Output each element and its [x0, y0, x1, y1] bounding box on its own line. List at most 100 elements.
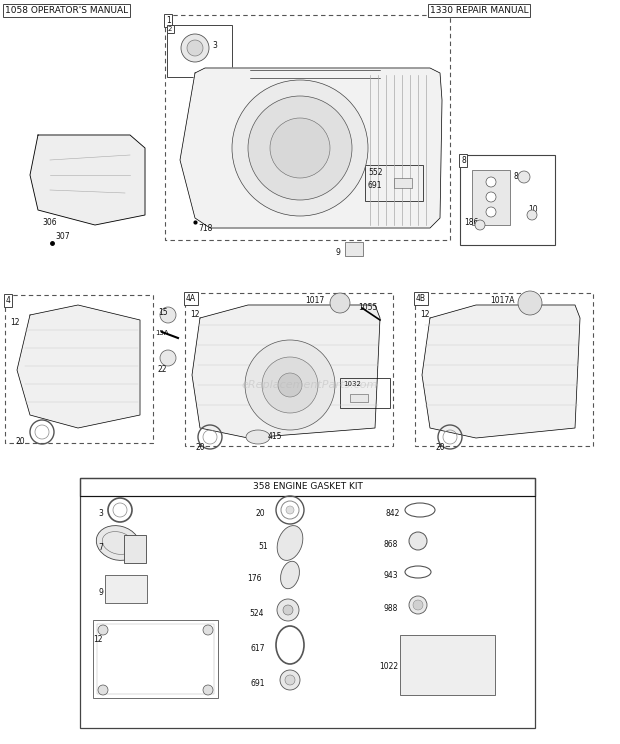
Text: 868: 868: [384, 540, 398, 549]
Bar: [124, 535, 146, 563]
Circle shape: [203, 625, 213, 635]
Bar: [345, 242, 363, 256]
Circle shape: [98, 685, 108, 695]
Circle shape: [486, 177, 496, 187]
Circle shape: [181, 34, 209, 62]
Text: 12: 12: [10, 318, 19, 327]
Text: 1032: 1032: [343, 381, 361, 387]
Text: 306: 306: [42, 218, 56, 227]
Circle shape: [409, 596, 427, 614]
Text: 7: 7: [98, 543, 103, 552]
Circle shape: [98, 625, 108, 635]
Text: 84: 84: [514, 172, 524, 181]
Circle shape: [475, 220, 485, 230]
Bar: [167, 25, 232, 77]
Text: 988: 988: [384, 604, 398, 613]
Circle shape: [277, 599, 299, 621]
Bar: [394, 178, 412, 188]
Text: 20: 20: [15, 437, 25, 446]
Bar: [185, 293, 393, 446]
Bar: [365, 165, 423, 201]
Bar: [105, 575, 147, 603]
Circle shape: [527, 210, 537, 220]
Circle shape: [518, 171, 530, 183]
Circle shape: [232, 80, 368, 216]
Ellipse shape: [246, 430, 270, 444]
Text: 20: 20: [436, 443, 446, 452]
Text: 15: 15: [158, 308, 167, 317]
Bar: [415, 293, 593, 446]
Text: 718: 718: [198, 224, 213, 233]
Text: 617: 617: [250, 644, 265, 653]
Text: 842: 842: [386, 509, 400, 518]
Circle shape: [285, 675, 295, 685]
Text: 4A: 4A: [186, 294, 196, 303]
Circle shape: [262, 357, 318, 413]
Circle shape: [286, 506, 294, 514]
Circle shape: [413, 600, 423, 610]
Text: 1055: 1055: [358, 303, 378, 312]
Ellipse shape: [277, 525, 303, 560]
Circle shape: [203, 685, 213, 695]
Text: 691: 691: [368, 181, 383, 190]
Text: 15A: 15A: [155, 330, 169, 336]
Circle shape: [409, 532, 427, 550]
Bar: [97, 624, 214, 694]
Text: 10: 10: [528, 205, 538, 214]
Text: 12: 12: [94, 635, 103, 644]
Text: 186: 186: [464, 218, 479, 227]
Text: 4: 4: [6, 296, 11, 305]
Ellipse shape: [96, 525, 140, 560]
Circle shape: [187, 40, 203, 56]
Text: 9: 9: [335, 248, 340, 257]
Circle shape: [280, 670, 300, 690]
Text: 20: 20: [255, 509, 265, 518]
Text: eReplacementParts.com: eReplacementParts.com: [242, 380, 378, 390]
Text: 8: 8: [461, 156, 466, 165]
Text: 307: 307: [55, 232, 69, 241]
Bar: [400, 635, 495, 695]
Text: 176: 176: [247, 574, 262, 583]
Circle shape: [160, 307, 176, 323]
Polygon shape: [30, 135, 145, 225]
Text: 2: 2: [168, 26, 172, 32]
Text: 1058 OPERATOR'S MANUAL: 1058 OPERATOR'S MANUAL: [5, 6, 128, 15]
Text: 1: 1: [166, 16, 170, 25]
Text: 943: 943: [383, 571, 398, 580]
Bar: [93, 620, 218, 698]
Bar: [165, 15, 450, 240]
Polygon shape: [422, 305, 580, 438]
Text: 3: 3: [212, 41, 217, 50]
Text: 9: 9: [98, 588, 103, 597]
Circle shape: [270, 118, 330, 178]
Polygon shape: [17, 305, 140, 428]
Text: 4B: 4B: [416, 294, 426, 303]
Text: 51: 51: [259, 542, 268, 551]
Circle shape: [248, 96, 352, 200]
Bar: [472, 170, 510, 225]
Text: 691: 691: [250, 679, 265, 688]
Circle shape: [486, 192, 496, 202]
Bar: [340, 378, 390, 408]
Text: 1330 REPAIR MANUAL: 1330 REPAIR MANUAL: [430, 6, 529, 15]
Text: 524: 524: [249, 609, 264, 618]
Bar: [80, 478, 535, 728]
Bar: [460, 155, 555, 245]
Text: 22: 22: [158, 365, 167, 374]
Text: 1017A: 1017A: [490, 296, 515, 305]
Polygon shape: [192, 305, 380, 438]
Bar: [5, 295, 153, 443]
Circle shape: [330, 293, 350, 313]
Circle shape: [278, 373, 302, 397]
Polygon shape: [180, 68, 442, 228]
Text: 358 ENGINE GASKET KIT: 358 ENGINE GASKET KIT: [252, 482, 363, 491]
Ellipse shape: [281, 561, 299, 589]
Circle shape: [245, 340, 335, 430]
Circle shape: [518, 291, 542, 315]
Circle shape: [283, 605, 293, 615]
Bar: [80, 478, 535, 496]
Text: 415: 415: [268, 432, 283, 441]
Circle shape: [486, 207, 496, 217]
Text: 1017: 1017: [305, 296, 324, 305]
Text: 3: 3: [98, 509, 103, 518]
